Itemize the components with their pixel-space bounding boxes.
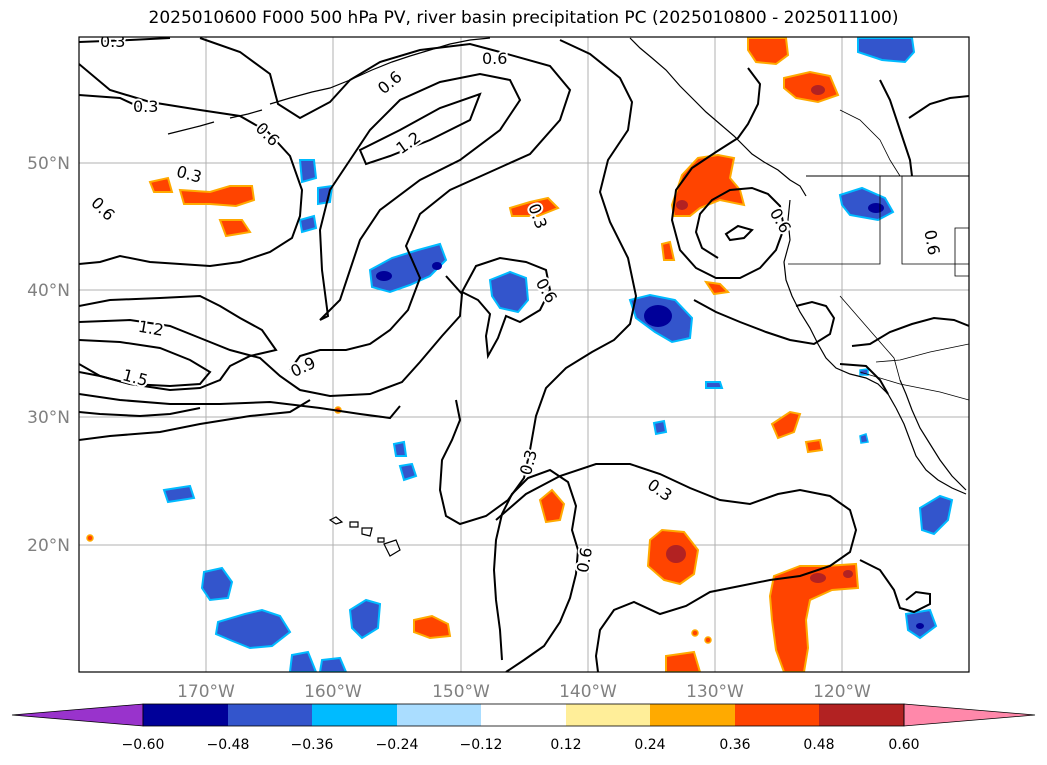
lat-label: 30°N (27, 408, 70, 428)
colorbar-segment (819, 704, 904, 726)
colorbar-tick: −0.36 (291, 737, 334, 753)
colorbar-segment (566, 704, 650, 726)
colorbar-segment (312, 704, 397, 726)
colorbar-tick: 0.60 (888, 737, 919, 753)
lon-label: 140°W (559, 682, 617, 702)
lat-label: 20°N (27, 536, 70, 556)
colorbar-segment (143, 704, 228, 726)
colorbar: −0.60 −0.48 −0.36 −0.24 −0.12 0.12 0.24 … (11, 703, 1036, 753)
map-title: 2025010600 F000 500 hPa PV, river basin … (148, 8, 899, 28)
pv-contours (79, 37, 969, 672)
contour-label: 0.3 (133, 97, 158, 116)
colorbar-segment (228, 704, 312, 726)
colorbar-tick: −0.48 (207, 737, 250, 753)
colorbar-extend-min (11, 703, 144, 727)
precip-positive-areas (86, 37, 860, 672)
colorbar-tick: 0.48 (803, 737, 834, 753)
contour-label: 0.6 (482, 49, 507, 68)
colorbar-outline (142, 703, 905, 727)
gridlines (79, 37, 969, 672)
lon-label: 130°W (686, 682, 744, 702)
colorbar-tick: 0.36 (719, 737, 750, 753)
contour-label: 0.3 (100, 32, 125, 51)
colorbar-segment (481, 704, 566, 726)
lat-label: 40°N (27, 281, 70, 301)
lon-label: 150°W (432, 682, 490, 702)
lon-label: 160°W (304, 682, 362, 702)
lat-label: 50°N (27, 154, 70, 174)
lon-label: 170°W (177, 682, 235, 702)
longitude-labels: 170°W 160°W 150°W 140°W 130°W 120°W (177, 682, 871, 702)
colorbar-tick: −0.24 (376, 737, 419, 753)
colorbar-segment (650, 704, 735, 726)
colorbar-segment (397, 704, 481, 726)
map-panel: 0.3 0.6 0.6 0.3 0.6 1.2 0.3 0.6 0.3 0.6 … (78, 32, 970, 673)
colorbar-tick: −0.12 (460, 737, 503, 753)
colorbar-segment (735, 704, 819, 726)
map-frame (78, 36, 970, 673)
colorbar-tick: −0.60 (122, 737, 165, 753)
colorbar-extend-max (903, 703, 1036, 727)
colorbar-tick: 0.12 (550, 737, 581, 753)
latitude-labels: 50°N 40°N 30°N 20°N (27, 154, 70, 556)
lon-label: 120°W (813, 682, 871, 702)
colorbar-tick: 0.24 (634, 737, 665, 753)
coastlines (167, 37, 969, 557)
